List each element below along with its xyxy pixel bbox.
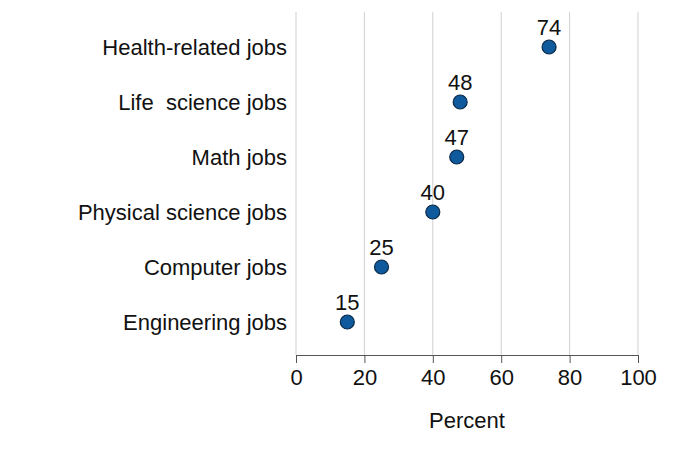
data-label: 25 [369, 235, 393, 260]
category-label: Health-related jobs [102, 35, 287, 60]
category-label: Computer jobs [144, 255, 287, 280]
axis-title: Percent [429, 408, 505, 433]
category-label: Engineering jobs [123, 310, 287, 335]
category-tick: Math jobs [192, 145, 287, 170]
tick-mark [296, 355, 297, 363]
data-label: 48 [448, 70, 472, 95]
category-tick: Computer jobs [144, 255, 287, 280]
category-tick: Engineering jobs [123, 310, 287, 335]
tick-label: 80 [558, 365, 582, 390]
data-label: 15 [335, 290, 359, 315]
category-tick: Physical science jobs [78, 200, 287, 225]
dot [450, 150, 464, 164]
grid-line [638, 12, 639, 355]
tick-label: 0 [290, 365, 302, 390]
dot [340, 315, 354, 329]
data-label: 47 [444, 125, 468, 150]
dot [542, 40, 556, 54]
grid [296, 12, 638, 355]
tick-mark [638, 355, 639, 363]
tick: 60 [489, 355, 513, 390]
tick: 20 [353, 355, 377, 390]
data-labels: 74 48 47 40 25 15 [335, 15, 561, 315]
dot [426, 205, 440, 219]
data-label: 40 [421, 180, 445, 205]
category-label: Life science jobs [118, 90, 287, 115]
marks [340, 40, 556, 329]
tick-label: 60 [489, 365, 513, 390]
tick: 100 [620, 355, 657, 390]
tick-label: 40 [421, 365, 445, 390]
category-tick: Life science jobs [118, 90, 287, 115]
tick-mark [501, 355, 502, 363]
tick-mark [364, 355, 365, 363]
y-axis: Health-related jobs Life science jobs Math… [78, 35, 287, 335]
grid-line [296, 12, 297, 355]
tick-mark [570, 355, 571, 363]
grid-line [364, 12, 365, 355]
category-tick: Health-related jobs [102, 35, 287, 60]
category-label: Physical science jobs [78, 200, 287, 225]
tick-label: 20 [353, 365, 377, 390]
category-label: Math jobs [192, 145, 287, 170]
data-label: 74 [537, 15, 561, 40]
x-axis: 0 20 40 60 80 100 [290, 355, 656, 390]
dot [453, 95, 467, 109]
tick-mark [433, 355, 434, 363]
axis-line [297, 356, 639, 364]
tick-label: 100 [620, 365, 657, 390]
chart: 0 20 40 60 80 100 Percent Health-related jobs Li… [0, 0, 680, 450]
grid-line [569, 12, 570, 355]
tick: 80 [558, 355, 582, 390]
grid-line [501, 12, 502, 355]
tick: 40 [421, 355, 445, 390]
tick: 0 [290, 355, 302, 390]
dot [375, 260, 389, 274]
